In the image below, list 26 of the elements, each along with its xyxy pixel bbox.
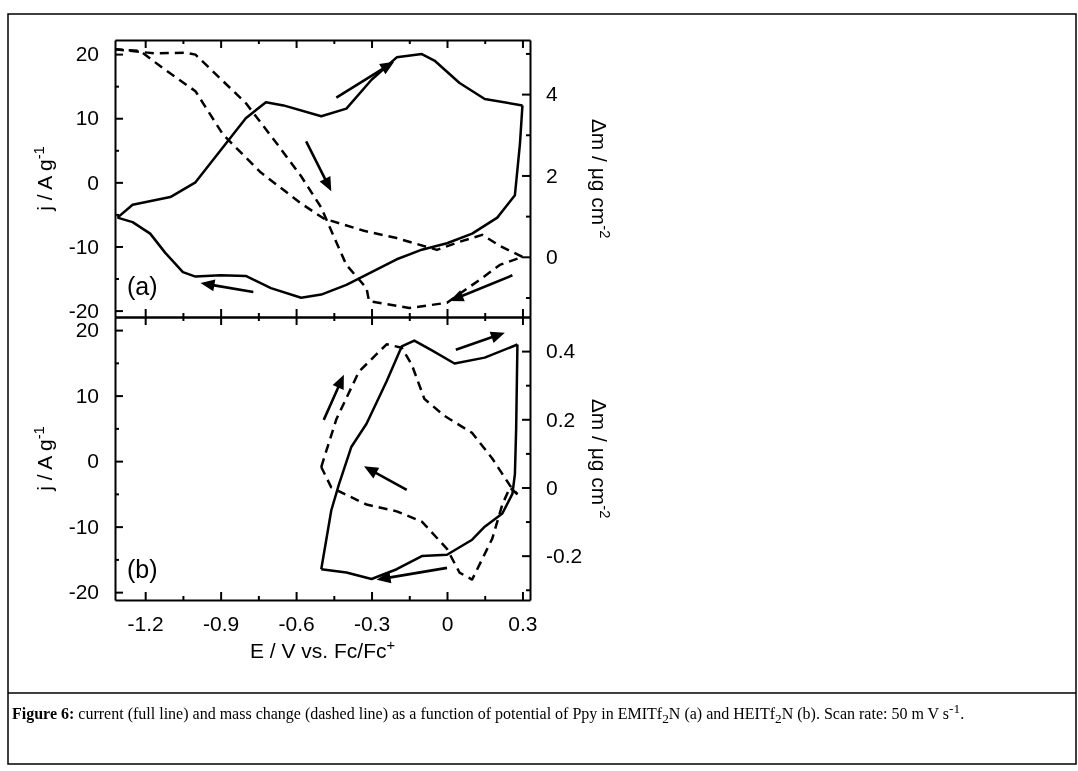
- x-axis-title: E / V vs. Fc/Fc$^{+}$: [249, 637, 396, 662]
- y2-tick-label: 0: [546, 245, 558, 269]
- y-tick-label: 0: [87, 449, 99, 473]
- y-tick-label: -20: [68, 580, 99, 604]
- y-tick-label: 10: [75, 383, 99, 407]
- y2-tick-label: 0: [546, 475, 558, 499]
- y-tick-label: -10: [68, 514, 99, 538]
- y2-tick-label: 0.2: [546, 407, 576, 431]
- y-tick-label: 0: [87, 170, 99, 194]
- x-tick-label: 0: [441, 611, 454, 635]
- x-tick-label: -1.2: [127, 611, 164, 635]
- annotation: (a): [127, 272, 158, 300]
- x-tick-label: -0.3: [353, 611, 391, 635]
- caption: Figure 6:: [12, 705, 75, 723]
- text: current (full line) and mass change (dashed line) as a function of potential of Ppy in EMITf$_{2}$N (a) and HEITf$_{2}$N (b). Scan rate: 50 m V s$^{-1}$.: [77, 701, 965, 727]
- x-tick-label: -0.6: [278, 611, 315, 635]
- y-tick-label: 10: [75, 106, 99, 130]
- y2-tick-label: -0.2: [546, 543, 583, 567]
- y2-tick-label: 0.4: [546, 339, 576, 363]
- y2-tick-label: 2: [546, 163, 558, 187]
- y-tick-label: 20: [75, 42, 99, 66]
- x-tick-label: -0.9: [203, 611, 240, 635]
- y-tick-label: -10: [68, 234, 99, 258]
- annotation: (b): [127, 555, 158, 583]
- y2-tick-label: 4: [546, 82, 558, 106]
- x-tick-label: 0.3: [508, 611, 538, 635]
